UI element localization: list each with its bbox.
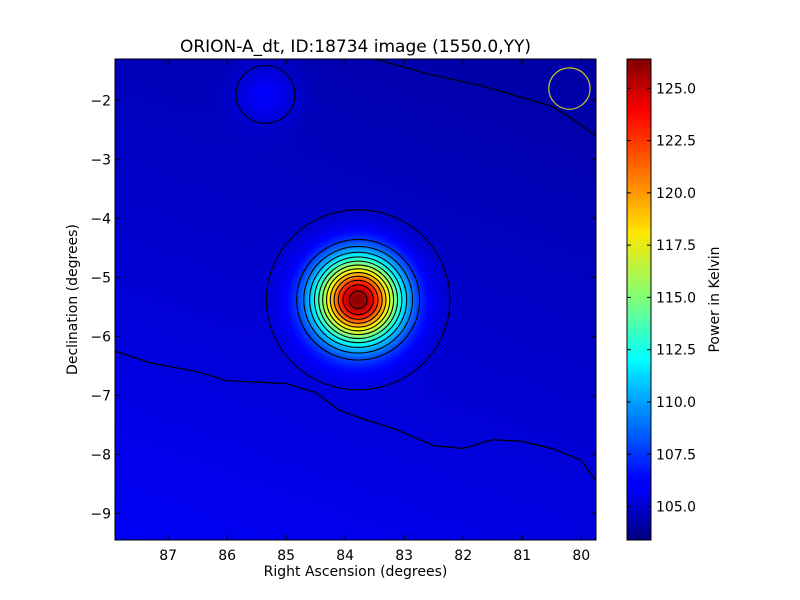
contour-ring (348, 290, 368, 310)
contour-ring (265, 209, 451, 391)
x-tick-label: 80 (572, 548, 590, 564)
colorbar-tick-label: 122.5 (656, 134, 696, 150)
heatmap-image (115, 59, 596, 540)
colorbar-tick-label: 115.0 (656, 290, 696, 306)
y-tick-label: −8 (90, 447, 111, 463)
colorbar-label: Power in Kelvin (707, 246, 723, 352)
contour-ring (318, 260, 399, 340)
y-tick-label: −4 (90, 211, 111, 227)
colorbar-gradient (626, 58, 652, 541)
colorbar-tick-label: 112.5 (656, 343, 696, 359)
plot-frame (114, 58, 597, 541)
y-tick-label: −5 (90, 270, 111, 286)
x-tick-label: 87 (159, 548, 177, 564)
y-axis: −2 −3 −4 −5 −6 −7 −8 −9 Declination (deg… (65, 93, 596, 522)
x-tick-label: 85 (277, 548, 295, 564)
x-tick-label: 82 (454, 548, 472, 564)
colorbar-tick-label: 120.0 (656, 186, 696, 202)
colorbar: 105.0 107.5 110.0 112.5 115.0 117.5 120.… (626, 58, 723, 541)
y-tick-label: −3 (90, 152, 111, 168)
y-tick-label: −7 (90, 388, 111, 404)
x-axis: 87 86 85 84 83 82 81 80 Right Ascension … (159, 59, 590, 580)
contour-ring (325, 268, 391, 332)
beam-marker (548, 67, 591, 110)
x-tick-label: 81 (513, 548, 531, 564)
contour-ring (313, 256, 403, 344)
y-axis-label: Declination (degrees) (65, 224, 81, 375)
contour-ring (235, 64, 296, 124)
contour-ring (329, 271, 387, 328)
x-tick-label: 84 (336, 548, 354, 564)
colorbar-tick-label: 125.0 (656, 81, 696, 97)
chart-title: ORION-A_dt, ID:18734 image (1550.0,YY) (180, 37, 531, 57)
colorbar-tick-label: 117.5 (656, 238, 696, 254)
contour-ring (308, 251, 408, 349)
contour-lines (115, 59, 596, 482)
y-tick-label: −9 (90, 506, 111, 522)
colorbar-tick-label: 105.0 (656, 500, 696, 516)
x-axis-label: Right Ascension (degrees) (264, 564, 448, 580)
contour-line (374, 59, 596, 137)
heatmap-plot-area (114, 58, 597, 541)
y-tick-label: −6 (90, 329, 111, 345)
colorbar-tick-label: 110.0 (656, 395, 696, 411)
contour-ring (342, 284, 374, 316)
contour-ring (333, 275, 383, 324)
colorbar-tick-label: 107.5 (656, 447, 696, 463)
contour-line (115, 350, 596, 482)
y-tick-label: −2 (90, 93, 111, 109)
x-tick-label: 83 (395, 548, 413, 564)
contour-ring (322, 264, 395, 336)
contour-ring (296, 238, 421, 361)
contour-ring (337, 279, 379, 320)
x-tick-label: 86 (218, 548, 236, 564)
contour-ring (303, 245, 414, 354)
